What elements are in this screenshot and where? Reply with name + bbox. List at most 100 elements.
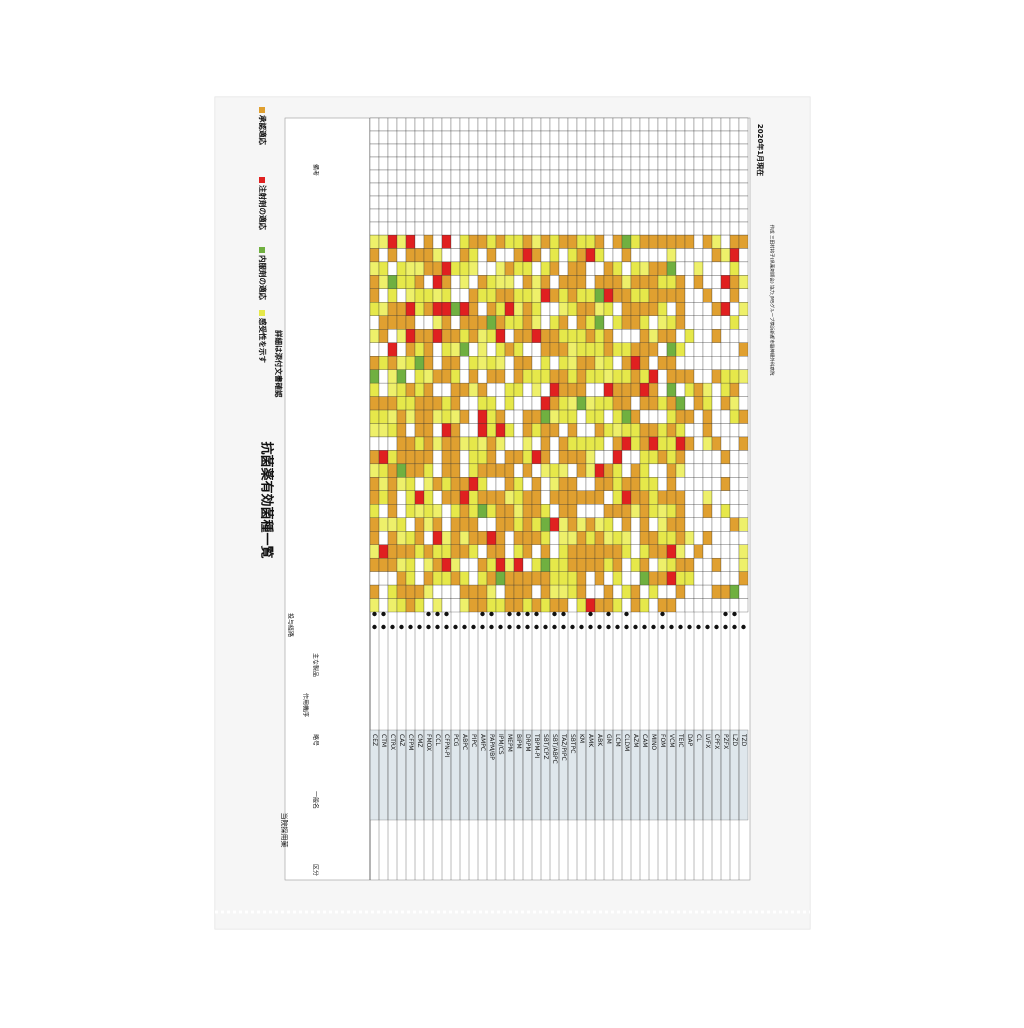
cell — [378, 490, 389, 505]
cell — [387, 598, 398, 613]
cell — [432, 531, 443, 545]
cell — [594, 396, 605, 411]
cell — [396, 261, 407, 276]
cell — [612, 248, 623, 263]
cell — [513, 436, 524, 451]
cell — [540, 182, 551, 197]
cell — [549, 234, 560, 249]
cell — [612, 557, 623, 572]
cell — [630, 557, 641, 572]
cell — [603, 598, 614, 613]
cell — [513, 557, 524, 572]
cell — [594, 248, 605, 263]
cell — [441, 369, 452, 384]
cell — [531, 234, 542, 249]
cell — [378, 195, 389, 210]
cell — [378, 248, 389, 263]
cell — [396, 315, 407, 330]
cell — [612, 315, 623, 330]
cell — [540, 517, 551, 532]
route-dot — [534, 624, 539, 630]
cell — [441, 571, 452, 586]
cell — [459, 288, 470, 303]
cell — [684, 382, 695, 397]
cell — [684, 195, 695, 210]
cell — [468, 275, 479, 290]
cell — [720, 490, 731, 505]
cell — [405, 117, 416, 132]
cell — [423, 423, 434, 438]
cell — [477, 450, 488, 465]
cell — [639, 423, 650, 438]
route-dot — [543, 624, 548, 630]
cell — [576, 288, 587, 303]
cell — [387, 315, 398, 330]
cell — [468, 477, 479, 491]
cell — [720, 143, 731, 158]
route-dot — [480, 611, 485, 617]
cell — [459, 195, 470, 210]
cell — [405, 261, 416, 276]
abbreviation: CMZ — [416, 734, 423, 747]
cell — [459, 369, 470, 384]
cell — [576, 571, 587, 586]
cell — [495, 208, 506, 223]
cell — [729, 477, 740, 491]
cell — [702, 275, 713, 290]
cell — [738, 117, 749, 132]
cell — [432, 356, 443, 370]
cell — [711, 369, 722, 384]
cell — [450, 396, 461, 411]
cell — [729, 382, 740, 397]
cell — [612, 356, 623, 370]
cell — [468, 182, 479, 197]
cell — [729, 463, 740, 478]
cell — [558, 130, 569, 145]
cell — [522, 369, 533, 384]
cell — [558, 409, 569, 424]
cell — [423, 182, 434, 197]
cell — [414, 450, 425, 465]
cell — [612, 477, 623, 491]
cell — [549, 248, 560, 263]
cell — [648, 423, 659, 438]
cell — [414, 302, 425, 316]
cell — [567, 396, 578, 411]
route-dot — [399, 624, 404, 630]
cell — [648, 517, 659, 532]
cell — [576, 195, 587, 210]
cell — [639, 557, 650, 572]
cell — [450, 584, 461, 599]
cell — [432, 288, 443, 303]
cell — [630, 329, 641, 343]
cell — [711, 302, 722, 316]
cell — [576, 598, 587, 613]
cell — [504, 557, 515, 572]
cell — [378, 571, 389, 586]
cell — [468, 248, 479, 263]
cell — [387, 117, 398, 132]
cell — [540, 156, 551, 171]
cell — [459, 517, 470, 532]
cell — [675, 477, 686, 491]
abbreviation: PCG — [452, 734, 459, 747]
cell — [693, 234, 704, 249]
route-dot — [489, 624, 494, 630]
cell — [585, 130, 596, 145]
cell — [576, 143, 587, 158]
cell — [666, 156, 677, 171]
cell — [441, 584, 452, 599]
cell — [675, 544, 686, 559]
cell — [621, 143, 632, 158]
cell — [540, 396, 551, 411]
cell — [432, 450, 443, 465]
route-dot — [651, 624, 656, 630]
route-dot — [741, 624, 746, 630]
cell — [657, 409, 668, 424]
cell — [585, 544, 596, 559]
cell — [369, 423, 380, 438]
cell — [648, 463, 659, 478]
cell — [414, 342, 425, 357]
cell — [729, 531, 740, 545]
cell — [648, 169, 659, 184]
